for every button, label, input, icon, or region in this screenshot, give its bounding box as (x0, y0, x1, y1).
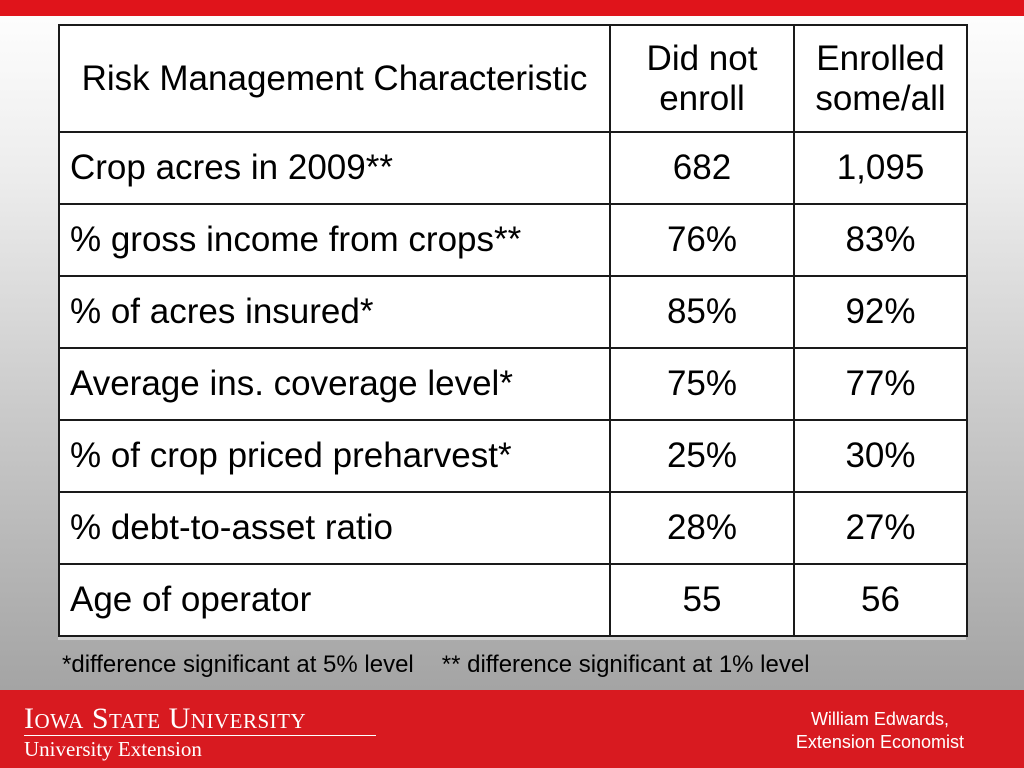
header-enrolled: Enrolled some/all (793, 24, 968, 133)
table-row: % gross income from crops** 76% 83% (58, 203, 968, 277)
top-accent-bar (0, 0, 1024, 16)
did-not-enroll-value: 28% (609, 491, 795, 565)
row-label: % of crop priced preharvest* (58, 419, 611, 493)
row-label: % of acres insured* (58, 275, 611, 349)
footnotes: *difference significant at 5% level ** di… (62, 651, 966, 679)
table-row: Crop acres in 2009** 682 1,095 (58, 131, 968, 205)
footnote-5-percent: *difference significant at 5% level (62, 651, 414, 678)
did-not-enroll-value: 75% (609, 347, 795, 421)
row-label: Crop acres in 2009** (58, 131, 611, 205)
row-label: % gross income from crops** (58, 203, 611, 277)
enrolled-value: 92% (793, 275, 968, 349)
risk-management-table: Risk Management Characteristic Did not e… (58, 24, 968, 637)
table-row: % of crop priced preharvest* 25% 30% (58, 419, 968, 493)
table-row: % of acres insured* 85% 92% (58, 275, 968, 349)
did-not-enroll-value: 25% (609, 419, 795, 493)
author-credit: William Edwards, Extension Economist (796, 708, 964, 754)
enrolled-value: 1,095 (793, 131, 968, 205)
header-characteristic: Risk Management Characteristic (58, 24, 611, 133)
table-row: Age of operator 55 56 (58, 563, 968, 637)
row-label: Age of operator (58, 563, 611, 637)
did-not-enroll-value: 55 (609, 563, 795, 637)
row-label: Average ins. coverage level* (58, 347, 611, 421)
enrolled-value: 27% (793, 491, 968, 565)
university-extension-label: University Extension (24, 737, 202, 761)
footer-bar (0, 690, 1024, 768)
row-label: % debt-to-asset ratio (58, 491, 611, 565)
did-not-enroll-value: 76% (609, 203, 795, 277)
logo-divider (24, 735, 376, 736)
did-not-enroll-value: 85% (609, 275, 795, 349)
header-did-not-enroll: Did not enroll (609, 24, 795, 133)
enrolled-value: 56 (793, 563, 968, 637)
enrolled-value: 83% (793, 203, 968, 277)
author-title: Extension Economist (795, 732, 964, 752)
enrolled-value: 77% (793, 347, 968, 421)
table-row: % debt-to-asset ratio 28% 27% (58, 491, 968, 565)
table-header-row: Risk Management Characteristic Did not e… (58, 24, 968, 133)
enrolled-value: 30% (793, 419, 968, 493)
footnote-1-percent: ** difference significant at 1% level (441, 651, 810, 678)
did-not-enroll-value: 682 (609, 131, 795, 205)
author-name: William Edwards, (810, 709, 949, 729)
table-row: Average ins. coverage level* 75% 77% (58, 347, 968, 421)
university-logo-wordmark: Iowa State University (24, 702, 307, 735)
